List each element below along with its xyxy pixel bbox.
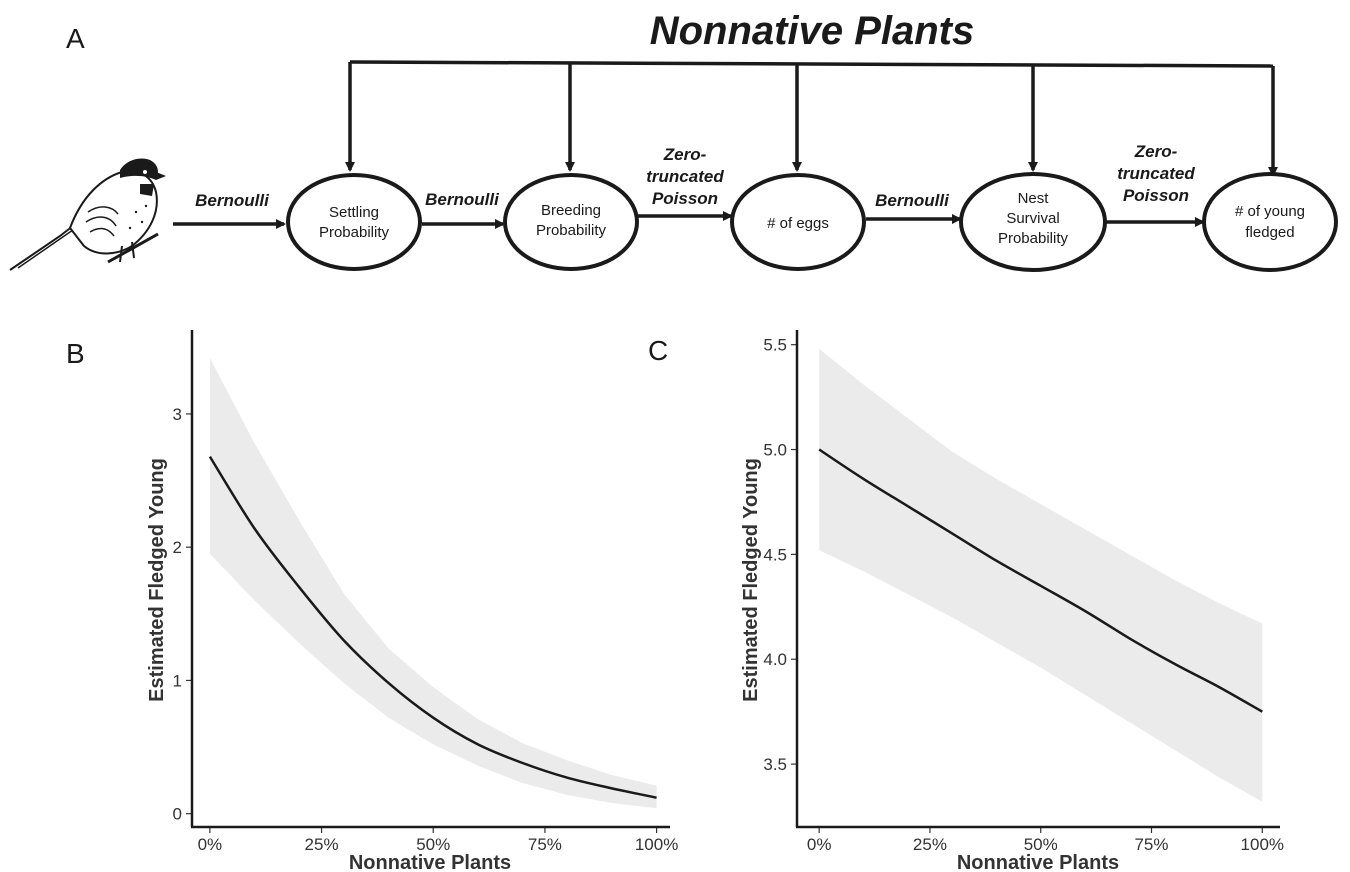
edge-label-4: Bernoulli: [875, 191, 950, 210]
panel-c-chart: C 3.5 4.0 4.5 5.0 5.5 0% 25% 50% 75% 100% Nonnat…: [648, 330, 1284, 872]
panel-c-confidence-ribbon: [819, 348, 1263, 802]
panel-c-letter: C: [648, 335, 668, 366]
y-tick-label: 1: [173, 671, 182, 690]
panel-c-x-ticks: 0% 25% 50% 75% 100%: [807, 827, 1284, 854]
x-tick-label: 50%: [416, 835, 450, 854]
edge-label-3: Zero-truncated Poisson: [646, 145, 724, 208]
bracket-bar: [349, 60, 1274, 68]
edge-label-1: Bernoulli: [195, 191, 270, 210]
diagram-title: Nonnative Plants: [650, 9, 975, 53]
chickadee-illustration: [9, 158, 166, 271]
panel-a-flow-diagram: A Nonnative Plants: [9, 9, 1338, 272]
x-tick-label: 25%: [305, 835, 339, 854]
node-label-line: # of young: [1235, 203, 1305, 220]
node-label-line: # of eggs: [767, 215, 829, 232]
panel-a-letter: A: [66, 23, 85, 54]
node-nest-survival-probability: Nest Survival Probability: [959, 172, 1107, 272]
node-label-line: fledged: [1245, 224, 1294, 241]
node-breeding-probability: Breeding Probability: [503, 173, 639, 271]
y-tick-label: 4.5: [763, 545, 787, 564]
node-settling-probability: Settling Probability: [286, 173, 422, 271]
node-young-fledged: # of young fledged: [1202, 172, 1338, 272]
x-tick-label: 25%: [913, 835, 947, 854]
y-tick-label: 2: [173, 538, 182, 557]
panel-b-letter: B: [66, 338, 85, 369]
y-tick-label: 5.5: [763, 336, 787, 355]
panel-b-x-ticks: 0% 25% 50% 75% 100%: [198, 827, 678, 854]
panel-c-x-axis-title: Nonnative Plants: [957, 852, 1119, 872]
x-tick-label: 0%: [198, 835, 223, 854]
node-label-line: Survival: [1006, 210, 1059, 227]
node-number-of-eggs: # of eggs: [730, 173, 866, 271]
y-tick-label: 0: [173, 805, 182, 824]
panel-b-confidence-ribbon: [209, 358, 657, 809]
x-tick-label: 75%: [528, 835, 562, 854]
y-tick-label: 4.0: [763, 650, 787, 669]
panel-b-x-axis-title: Nonnative Plants: [349, 852, 511, 872]
node-label-line: Probability: [536, 222, 607, 239]
node-label-line: Probability: [319, 224, 390, 241]
node-label-line: Probability: [998, 230, 1069, 247]
panel-c-y-ticks: 3.5 4.0 4.5 5.0 5.5: [763, 336, 797, 774]
y-tick-label: 3.5: [763, 755, 787, 774]
edge-label-5: Zero-truncated Poisson: [1117, 142, 1195, 205]
panel-c-y-axis-title: Estimated Fledged Young: [740, 458, 762, 702]
edge-label-2: Bernoulli: [425, 190, 500, 209]
node-label-line: Nest: [1018, 190, 1050, 207]
y-tick-label: 5.0: [763, 441, 787, 460]
x-tick-label: 100%: [635, 835, 678, 854]
x-tick-label: 50%: [1024, 835, 1058, 854]
x-tick-label: 0%: [807, 835, 832, 854]
node-label-line: Breeding: [541, 202, 601, 219]
x-tick-label: 75%: [1134, 835, 1168, 854]
nonnative-influence-bracket: [345, 60, 1278, 177]
y-tick-label: 3: [173, 405, 182, 424]
panel-b-fit-line: [208, 455, 657, 799]
x-tick-label: 100%: [1241, 835, 1284, 854]
panel-b-y-ticks: 0 1 2 3: [173, 405, 192, 824]
panel-b-y-axis-title: Estimated Fledged Young: [146, 458, 168, 702]
panel-c-fit-line: [818, 448, 1263, 713]
node-label-line: Settling: [329, 204, 379, 221]
